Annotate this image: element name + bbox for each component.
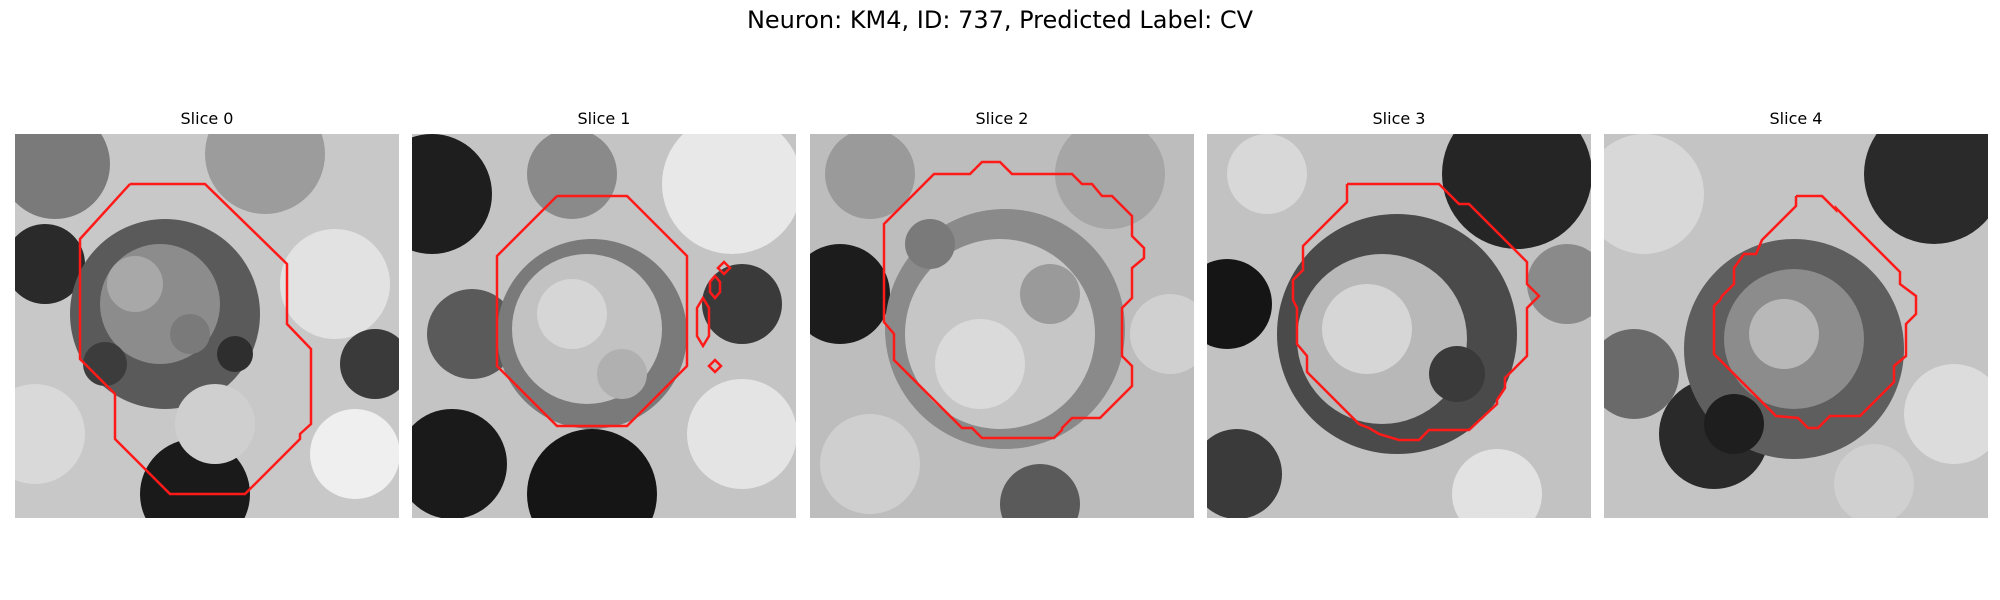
slice-panel-0: Slice 0 [15,108,399,518]
slice-panel-4: Slice 4 [1604,108,1988,518]
contour-4 [1712,194,1918,430]
texture-0 [15,134,399,518]
texture-4 [1604,134,1988,518]
texture-3 [1207,134,1591,518]
texture-2 [810,134,1194,518]
slice-title-4: Slice 4 [1769,109,1823,128]
slice-panel-1: Slice 1 [412,108,796,518]
contour-1-fragment-c [695,295,711,349]
slice-title-2: Slice 2 [975,109,1029,128]
slice-image-2 [810,134,1194,518]
contour-1-fragment-a [716,260,732,276]
slice-title-0: Slice 0 [180,109,234,128]
contour-0 [78,182,313,496]
contour-2 [882,160,1146,440]
texture-1 [412,134,796,518]
slice-title-1: Slice 1 [577,109,631,128]
slice-image-3 [1207,134,1591,518]
slice-image-0 [15,134,399,518]
contour-1-fragment-d [707,358,723,374]
contour-3 [1291,182,1541,442]
slice-panel-2: Slice 2 [810,108,1194,518]
slice-panel-3: Slice 3 [1207,108,1591,518]
contour-1 [495,194,689,428]
slice-image-1 [412,134,796,518]
figure-title: Neuron: KM4, ID: 737, Predicted Label: C… [746,6,1254,34]
slice-image-4 [1604,134,1988,518]
contour-1-fragment-b [708,274,722,300]
slice-title-3: Slice 3 [1372,109,1426,128]
